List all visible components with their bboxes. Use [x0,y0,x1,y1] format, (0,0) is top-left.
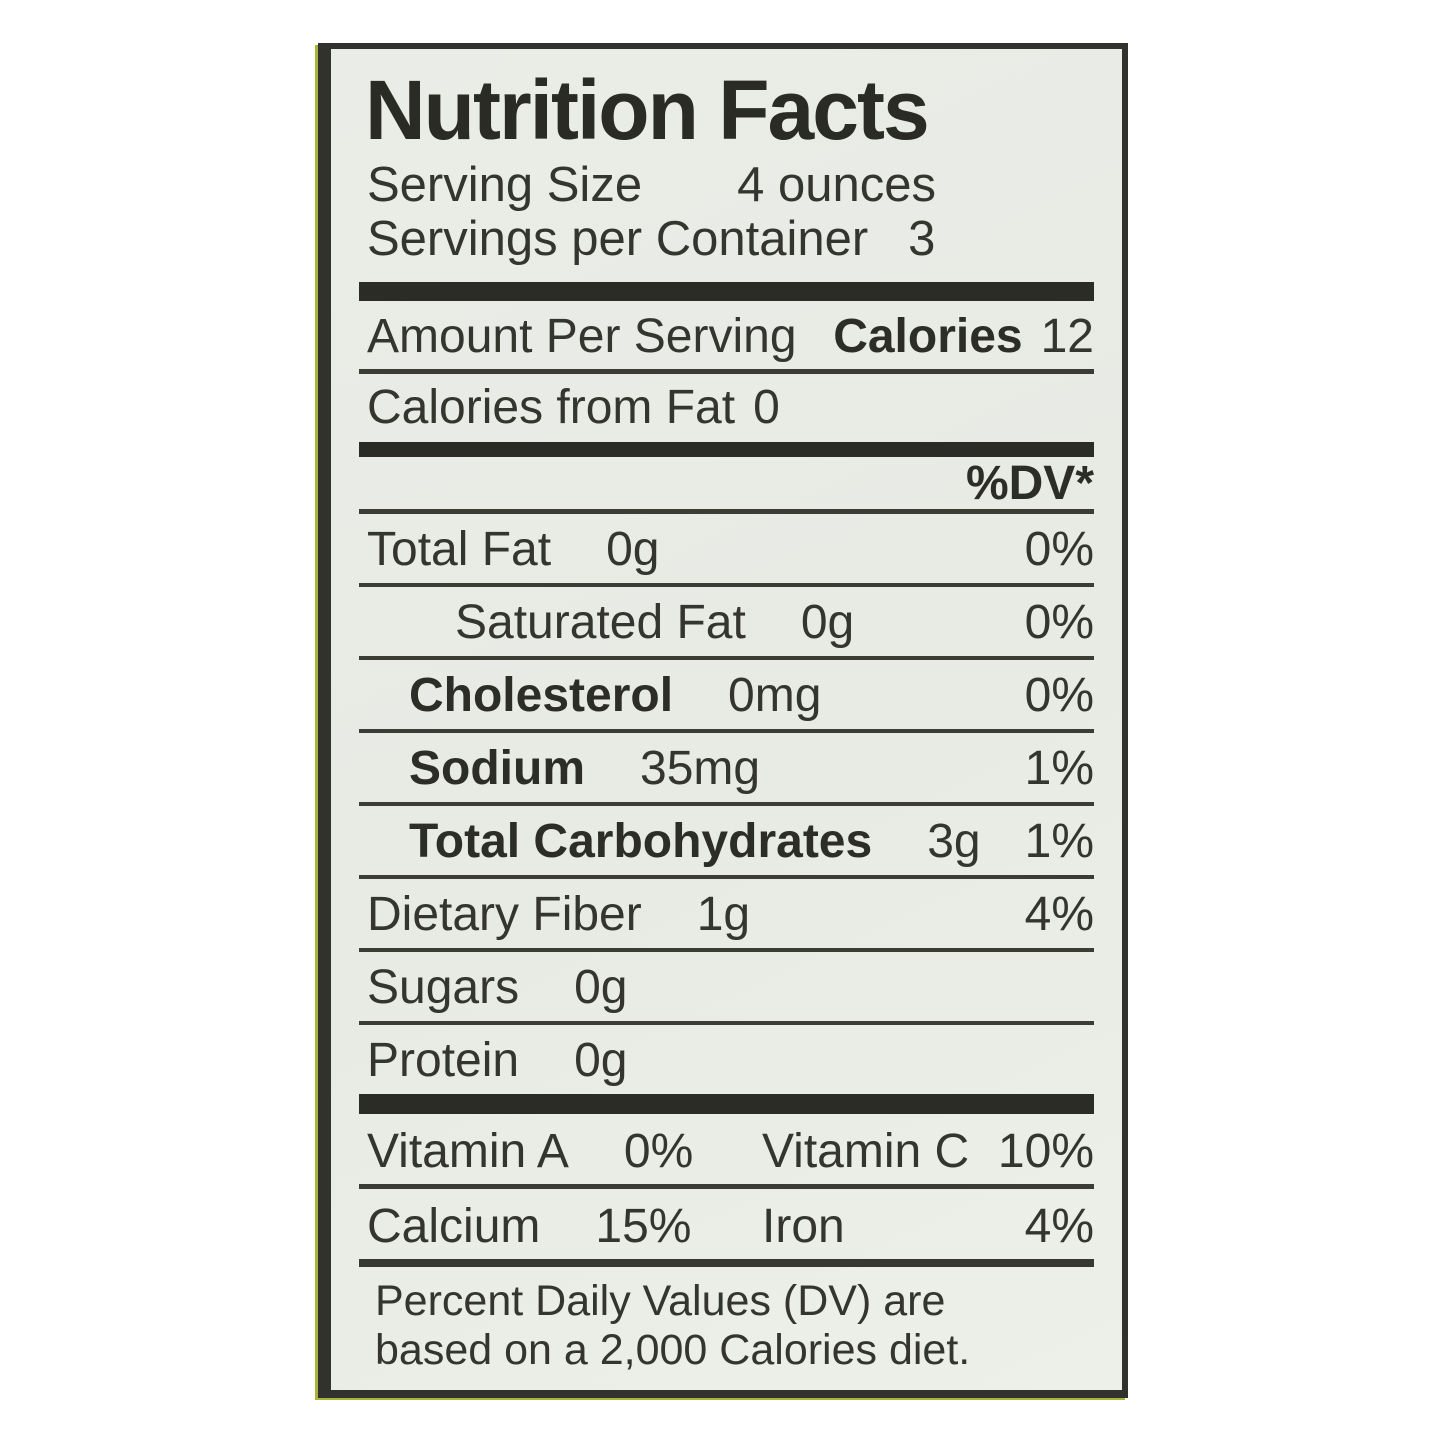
footnote-line-1: Percent Daily Values (DV) are [375,1277,946,1325]
nutrient-label: Sugars [367,961,520,1014]
serving-size-row: Serving Size 4 ounces [359,158,1094,212]
nutrient-amount: 0g [606,523,660,576]
nutrient-row-total-fat: Total Fat 0g 0% [359,514,1094,587]
calcium-value: 15% [595,1200,692,1253]
nutrient-amount: 35mg [640,742,761,795]
nutrient-label: Protein [367,1034,520,1087]
vitamin-a-label: Vitamin A [367,1125,569,1178]
vitamin-c-label: Vitamin C [762,1125,970,1178]
calcium-label: Calcium [367,1200,541,1253]
nutrient-label: Saturated Fat [455,596,746,649]
amount-per-serving-row: Amount Per Serving Calories 12 [359,301,1094,374]
thick-divider [359,442,1094,457]
nutrient-amount: 0g [800,596,855,649]
nutrient-dv: 0% [1024,523,1094,576]
nutrient-label: Total Fat [367,523,552,576]
nutrition-facts-label: Nutrition Facts Serving Size 4 ounces Se… [318,43,1128,1398]
iron-label: Iron [762,1200,845,1253]
nutrient-row-sugars: Sugars 0g [359,952,1094,1025]
vitamin-c-value: 10% [997,1125,1094,1178]
nutrient-label: Dietary Fiber [367,888,642,941]
nutrient-row-total-carbohydrates: Total Carbohydrates 3g 1% [359,806,1094,879]
nutrient-dv: 1% [1024,815,1094,868]
nutrient-dv: 0% [1024,596,1094,649]
calories-label: Calories [833,310,1023,363]
nutrient-row-sodium: Sodium 35mg 1% [359,733,1094,806]
nutrient-row-cholesterol: Cholesterol 0mg 0% [359,660,1094,733]
nutrient-dv: 4% [1024,888,1094,941]
vitamin-row: Vitamin A 0% Vitamin C 10% [359,1114,1094,1189]
nutrient-label: Cholesterol [409,669,674,722]
calories-value: 12 [1040,310,1094,363]
nutrient-amount: 0g [574,961,628,1014]
nutrient-row-dietary-fiber: Dietary Fiber 1g 4% [359,879,1094,952]
nutrient-dv: 0% [1024,669,1094,722]
nutrient-label: Sodium [409,742,585,795]
calories-from-fat-row: Calories from Fat 0 [359,374,1094,442]
servings-per-container-row: Servings per Container 3 [359,212,1094,266]
thick-divider [359,1094,1094,1114]
footnote-line-2: based on a 2,000 Calories diet. [375,1326,971,1374]
daily-value-header: %DV* [965,457,1094,510]
nutrient-row-saturated-fat: Saturated Fat 0g 0% [359,587,1094,660]
nutrient-row-protein: Protein 0g [359,1025,1094,1094]
calories-from-fat-value: 0 [753,381,780,434]
thick-divider [359,282,1094,301]
label-title: Nutrition Facts [365,63,930,157]
nutrient-label: Total Carbohydrates [409,815,873,868]
nutrient-amount: 0mg [728,669,822,722]
servings-per-container-label: Servings per Container [367,212,869,266]
iron-value: 4% [1024,1200,1094,1253]
nutrient-amount: 0g [574,1034,628,1087]
amount-per-serving-label: Amount Per Serving [367,310,797,363]
mineral-row: Calcium 15% Iron 4% [359,1189,1094,1267]
daily-value-footnote: Percent Daily Values (DV) are based on a… [375,1277,1094,1375]
daily-value-header-row: %DV* [359,457,1094,514]
nutrient-dv: 1% [1024,742,1094,795]
serving-size-value: 4 ounces [737,158,936,212]
serving-size-label: Serving Size [367,158,643,212]
servings-per-container-value: 3 [908,212,936,266]
nutrient-amount: 1g [696,888,751,941]
calories-from-fat-label: Calories from Fat [367,381,736,434]
nutrient-amount: 3g [927,815,981,868]
vitamin-a-value: 0% [623,1125,694,1178]
